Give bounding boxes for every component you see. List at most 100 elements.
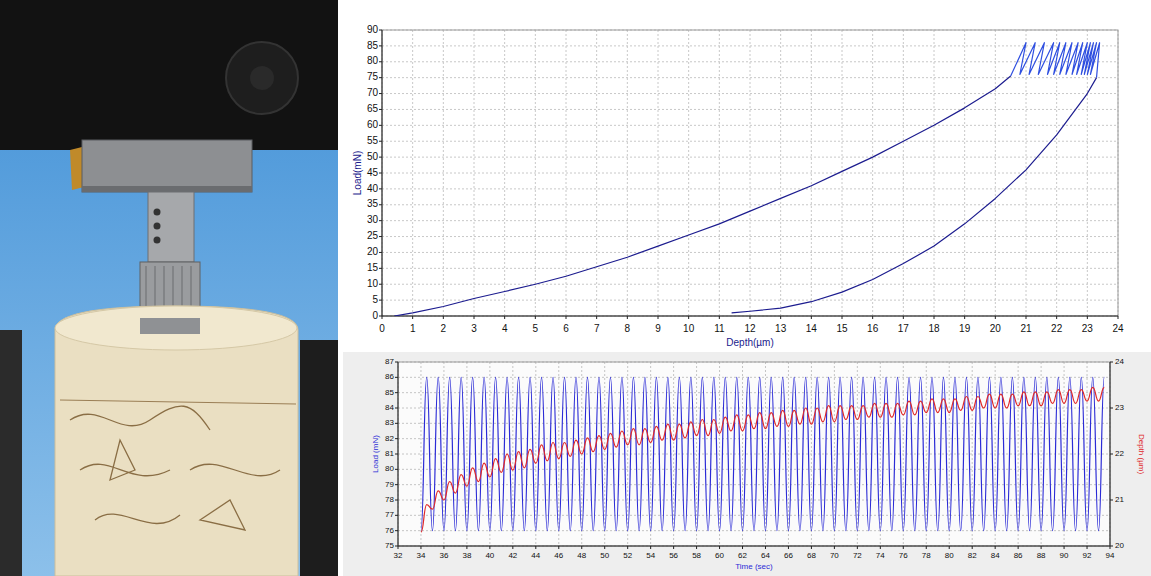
grid-line xyxy=(382,220,1118,221)
y-tick-label: 78 xyxy=(385,495,394,504)
x-tick-label: 32 xyxy=(394,551,403,560)
knob xyxy=(226,42,298,114)
y-tick xyxy=(379,141,382,142)
y-tick xyxy=(395,546,398,547)
x-tick-label: 34 xyxy=(417,551,426,560)
y-tick-label: 65 xyxy=(367,103,379,114)
grid-line xyxy=(382,204,1118,205)
y-tick-label: 85 xyxy=(385,388,394,397)
plot-background xyxy=(382,30,1118,316)
grid-line xyxy=(398,392,1110,393)
x-tick xyxy=(857,546,858,549)
y-axis-title: Load (mN) xyxy=(371,435,380,473)
cork xyxy=(55,306,298,576)
x-tick-label: 21 xyxy=(1020,323,1032,334)
x-tick xyxy=(1118,316,1119,319)
x-tick xyxy=(489,546,490,549)
series-line xyxy=(394,76,1010,316)
x-tick xyxy=(566,316,567,319)
grid-line xyxy=(382,141,1118,142)
y-tick-label: 25 xyxy=(367,230,379,241)
x-tick xyxy=(412,316,413,319)
grid-line xyxy=(765,362,766,546)
stand-left xyxy=(0,330,22,576)
grid-line xyxy=(398,469,1110,470)
y-tick-label: 60 xyxy=(367,119,379,130)
x-tick-label: 80 xyxy=(945,551,954,560)
y-tick xyxy=(395,484,398,485)
x-tick-label: 12 xyxy=(744,323,756,334)
y-tick-label: 20 xyxy=(367,246,379,257)
x-tick-label: 3 xyxy=(471,323,477,334)
x-tick xyxy=(596,316,597,319)
x-tick-label: 15 xyxy=(836,323,848,334)
x-tick xyxy=(750,316,751,319)
y-tick-label: 85 xyxy=(367,40,379,51)
x-tick xyxy=(688,316,689,319)
grid-line xyxy=(398,546,1110,547)
y-tick xyxy=(395,500,398,501)
screw xyxy=(154,223,161,230)
x-tick-label: 54 xyxy=(646,551,655,560)
grid-line xyxy=(964,30,965,316)
x-tick xyxy=(696,546,697,549)
y-tick xyxy=(379,173,382,174)
y-tick xyxy=(395,362,398,363)
y-tick-label: 77 xyxy=(385,510,394,519)
y2-tick-label: 22 xyxy=(1115,449,1124,458)
x-tick-label: 84 xyxy=(991,551,1000,560)
grid-line xyxy=(382,268,1118,269)
y-tick-label: 55 xyxy=(367,135,379,146)
shaft xyxy=(148,192,194,262)
y-tick xyxy=(395,423,398,424)
grid-line xyxy=(504,30,505,316)
y-tick xyxy=(379,77,382,78)
y-tick xyxy=(379,157,382,158)
series-line xyxy=(1011,43,1100,78)
x-tick-label: 7 xyxy=(594,323,600,334)
y-tick-label: 81 xyxy=(385,449,394,458)
x-tick-label: 86 xyxy=(1014,551,1023,560)
grid-line xyxy=(673,362,674,546)
x-tick xyxy=(719,316,720,319)
series-group xyxy=(394,43,1099,316)
x-tick xyxy=(903,316,904,319)
x-tick-label: 46 xyxy=(554,551,563,560)
grid-line xyxy=(382,125,1118,126)
y-tick-label: 79 xyxy=(385,480,394,489)
y-axis-title: Load(mN) xyxy=(352,151,363,195)
grid-line xyxy=(382,157,1118,158)
y-tick xyxy=(395,530,398,531)
y2-tick xyxy=(1110,408,1113,409)
x-tick xyxy=(604,546,605,549)
x-tick-label: 42 xyxy=(508,551,517,560)
y-tick xyxy=(395,515,398,516)
x-tick xyxy=(934,316,935,319)
x-tick-label: 16 xyxy=(867,323,879,334)
x-tick xyxy=(1087,316,1088,319)
x-tick-label: 94 xyxy=(1106,551,1115,560)
y-tick-label: 50 xyxy=(367,151,379,162)
grid-line xyxy=(398,377,1110,378)
x-tick xyxy=(1041,546,1042,549)
grid-line xyxy=(696,362,697,546)
x-tick-label: 20 xyxy=(990,323,1002,334)
x-tick-label: 78 xyxy=(922,551,931,560)
x-tick-label: 14 xyxy=(806,323,818,334)
x-tick-label: 58 xyxy=(692,551,701,560)
series-line xyxy=(421,387,1104,532)
y2-tick xyxy=(1110,362,1113,363)
holder-edge xyxy=(82,186,252,192)
y-tick xyxy=(379,45,382,46)
x-tick xyxy=(811,546,812,549)
x-tick-label: 64 xyxy=(761,551,770,560)
photo xyxy=(0,0,338,576)
x-tick-label: 17 xyxy=(898,323,910,334)
holder-plate xyxy=(82,140,252,192)
x-tick-label: 62 xyxy=(738,551,747,560)
x-tick-label: 38 xyxy=(462,551,471,560)
grid-line xyxy=(382,93,1118,94)
x-tick-label: 6 xyxy=(563,323,569,334)
x-tick xyxy=(872,316,873,319)
y-tick-label: 35 xyxy=(367,198,379,209)
